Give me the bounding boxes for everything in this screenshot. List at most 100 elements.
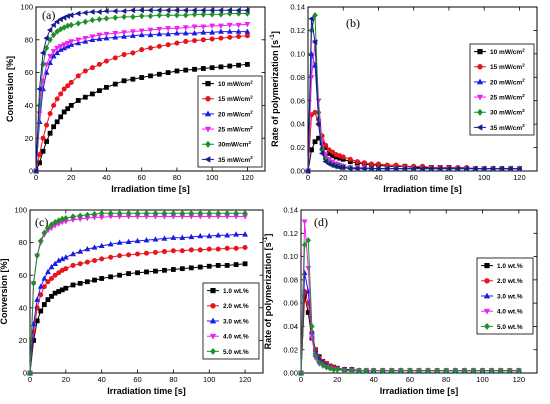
y-tick-label: 20: [25, 134, 33, 143]
data-point: [298, 369, 304, 377]
legend-item: 5.0 wt.%: [481, 322, 523, 331]
legend-item: 5.0 wt.%: [207, 347, 249, 356]
x-tick-label: 20: [67, 173, 75, 182]
y-tick-label: 40: [19, 303, 27, 312]
data-point: [200, 24, 207, 30]
y-tick-label: 0.06: [283, 299, 298, 308]
data-point: [461, 367, 468, 374]
data-point: [165, 12, 171, 19]
data-point: [197, 247, 203, 253]
data-point: [112, 8, 118, 15]
data-point: [92, 277, 97, 283]
data-point: [49, 275, 55, 281]
data-point: [53, 18, 60, 25]
x-tick-label: 100: [203, 375, 216, 384]
data-point: [135, 251, 141, 257]
chart-panel-c: 0 20 40 60 80 100 120 0 20 40 60 80 100 Irradiation t…: [0, 206, 264, 396]
data-point: [51, 102, 57, 108]
data-point: [147, 7, 153, 14]
data-point: [242, 261, 248, 267]
data-point: [308, 15, 314, 22]
data-point: [419, 165, 425, 172]
y-tick-label: 60: [25, 68, 33, 77]
data-point: [61, 109, 67, 115]
data-point: [44, 139, 49, 144]
data-point: [312, 12, 318, 19]
legend-swatch-marker: [476, 94, 484, 101]
data-point: [209, 23, 216, 30]
data-point: [379, 367, 386, 374]
data-point: [236, 34, 242, 40]
legend-label: 2.0 wt.%: [497, 278, 523, 285]
data-point: [98, 242, 105, 249]
x-tick-label: 0: [306, 173, 310, 182]
y-tick-label: 0: [29, 167, 33, 176]
legend-item: 20 mW/cm2: [474, 78, 525, 86]
data-point: [244, 33, 250, 39]
data-point: [242, 244, 248, 250]
legend-box: [197, 75, 263, 168]
data-point: [82, 35, 89, 42]
data-point: [183, 38, 189, 44]
data-point: [301, 241, 308, 249]
data-point: [139, 47, 145, 53]
y-axis-label: Rate of polymerization [s-1]: [269, 31, 280, 147]
data-point: [507, 165, 513, 172]
data-point: [318, 150, 325, 157]
data-point: [52, 260, 59, 266]
data-point: [188, 247, 194, 253]
data-point: [161, 210, 168, 217]
legend-swatch-marker: [209, 333, 217, 340]
data-point: [38, 308, 44, 314]
data-point: [91, 210, 98, 218]
data-point: [139, 75, 145, 80]
data-point: [209, 36, 215, 42]
data-point: [56, 270, 62, 276]
data-point: [316, 359, 322, 366]
data-point: [107, 210, 114, 217]
legend-swatch-marker: [205, 140, 211, 148]
data-point: [64, 40, 71, 47]
data-point: [143, 250, 150, 256]
data-point: [244, 61, 250, 67]
data-point: [326, 147, 332, 153]
data-point: [84, 245, 91, 252]
legend-item: 15 mW/cm2: [202, 95, 253, 103]
data-point: [103, 31, 110, 38]
data-point: [138, 12, 145, 20]
data-point: [70, 282, 76, 288]
data-point: [170, 267, 176, 272]
data-point: [407, 367, 413, 374]
y-tick-label: 0.02: [290, 143, 305, 152]
series-5: [27, 210, 248, 377]
data-point: [47, 130, 53, 136]
data-point: [309, 147, 314, 153]
data-point: [215, 246, 221, 252]
data-point: [121, 52, 127, 58]
y-tick-label: 0.12: [290, 26, 305, 35]
y-tick-label: 20: [19, 336, 27, 345]
legend-item: 1.0 wt.%: [481, 262, 523, 270]
legend-item: 4.0 wt.%: [481, 309, 523, 316]
data-point: [206, 246, 212, 252]
data-point: [48, 221, 55, 228]
data-point: [65, 106, 71, 112]
data-point: [489, 165, 496, 172]
legend-item: 4.0 wt.%: [207, 334, 249, 341]
data-point: [233, 231, 240, 237]
data-point: [70, 213, 76, 220]
data-point: [236, 62, 241, 68]
data-point: [50, 53, 57, 59]
data-point: [322, 158, 328, 165]
x-tick-label: 80: [442, 375, 450, 384]
data-point: [63, 266, 69, 272]
data-point: [164, 7, 171, 14]
data-point: [57, 44, 64, 50]
x-tick-label: 40: [369, 375, 377, 384]
legend-item: 35 mW/cm2: [474, 123, 525, 132]
data-point: [34, 252, 40, 259]
data-point: [481, 165, 487, 172]
data-point: [188, 265, 194, 271]
x-tick-label: 20: [333, 375, 341, 384]
